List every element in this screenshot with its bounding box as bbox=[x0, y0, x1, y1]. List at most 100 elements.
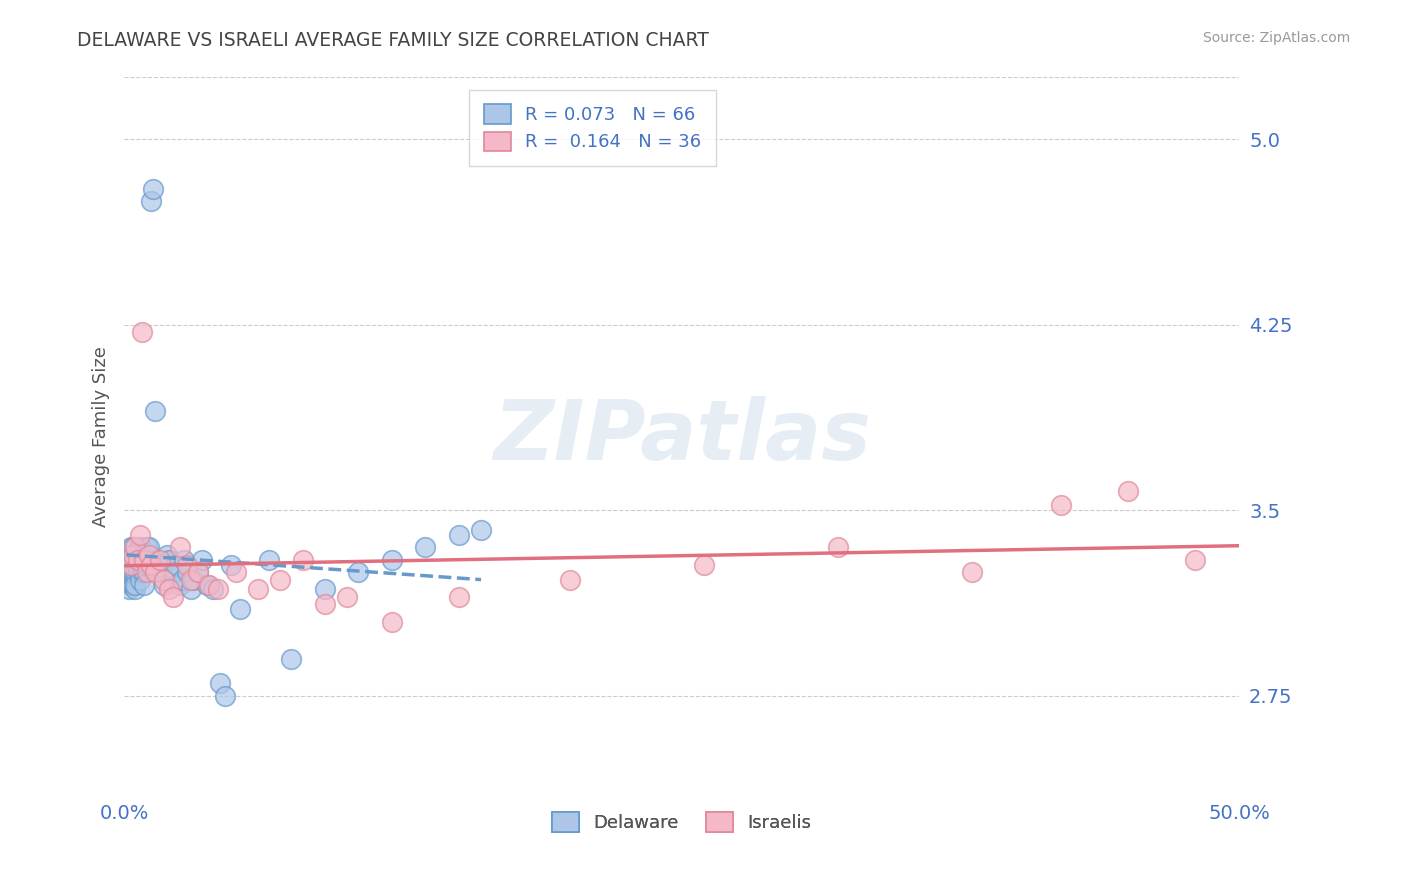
Point bbox=[413, 541, 436, 555]
Point bbox=[257, 553, 280, 567]
Point bbox=[291, 553, 314, 567]
Point bbox=[180, 573, 202, 587]
Point bbox=[198, 577, 221, 591]
Point bbox=[214, 689, 236, 703]
Point bbox=[124, 582, 146, 597]
Point bbox=[120, 541, 142, 555]
Point bbox=[187, 565, 209, 579]
Point bbox=[347, 565, 370, 579]
Point bbox=[202, 582, 225, 597]
Point bbox=[122, 577, 145, 591]
Point bbox=[120, 558, 142, 572]
Point bbox=[280, 651, 302, 665]
Legend: Delaware, Israelis: Delaware, Israelis bbox=[544, 805, 818, 839]
Point bbox=[560, 573, 582, 587]
Point bbox=[131, 553, 153, 567]
Point bbox=[225, 565, 247, 579]
Point bbox=[162, 590, 184, 604]
Point bbox=[118, 582, 141, 597]
Point bbox=[139, 558, 162, 572]
Point bbox=[150, 565, 173, 579]
Point bbox=[127, 565, 149, 579]
Point bbox=[139, 194, 162, 208]
Point bbox=[381, 615, 404, 629]
Point bbox=[146, 553, 169, 567]
Point bbox=[124, 565, 146, 579]
Point bbox=[157, 553, 180, 567]
Text: ZIPatlas: ZIPatlas bbox=[494, 395, 870, 476]
Point bbox=[447, 590, 470, 604]
Point bbox=[134, 565, 156, 579]
Point bbox=[183, 573, 205, 587]
Point bbox=[187, 565, 209, 579]
Point bbox=[1050, 499, 1073, 513]
Point bbox=[169, 577, 191, 591]
Point bbox=[135, 565, 157, 579]
Point bbox=[693, 558, 716, 572]
Point bbox=[122, 541, 145, 555]
Point bbox=[138, 548, 160, 562]
Point bbox=[173, 553, 195, 567]
Point bbox=[127, 548, 149, 562]
Point bbox=[128, 573, 150, 587]
Point bbox=[827, 541, 849, 555]
Point bbox=[209, 676, 232, 690]
Point bbox=[131, 548, 153, 562]
Y-axis label: Average Family Size: Average Family Size bbox=[93, 346, 110, 526]
Point bbox=[134, 558, 156, 572]
Point bbox=[176, 558, 198, 572]
Point bbox=[127, 553, 149, 567]
Point bbox=[145, 565, 167, 579]
Point bbox=[122, 548, 145, 562]
Point bbox=[115, 553, 138, 567]
Point bbox=[165, 558, 187, 572]
Point bbox=[135, 558, 157, 572]
Point bbox=[157, 582, 180, 597]
Point bbox=[138, 553, 160, 567]
Point bbox=[247, 582, 270, 597]
Point bbox=[124, 573, 146, 587]
Point bbox=[131, 325, 153, 339]
Point bbox=[172, 573, 194, 587]
Point bbox=[447, 528, 470, 542]
Point bbox=[127, 558, 149, 572]
Point bbox=[219, 558, 242, 572]
Point bbox=[229, 602, 252, 616]
Text: Source: ZipAtlas.com: Source: ZipAtlas.com bbox=[1202, 31, 1350, 45]
Point bbox=[381, 553, 404, 567]
Point bbox=[149, 553, 172, 567]
Point bbox=[336, 590, 359, 604]
Point bbox=[142, 182, 165, 196]
Point bbox=[176, 565, 198, 579]
Point bbox=[135, 541, 157, 555]
Point bbox=[169, 541, 191, 555]
Point bbox=[122, 548, 145, 562]
Point bbox=[1184, 553, 1206, 567]
Point bbox=[145, 404, 167, 418]
Text: DELAWARE VS ISRAELI AVERAGE FAMILY SIZE CORRELATION CHART: DELAWARE VS ISRAELI AVERAGE FAMILY SIZE … bbox=[77, 31, 709, 50]
Point bbox=[162, 565, 184, 579]
Point bbox=[118, 565, 141, 579]
Point bbox=[180, 582, 202, 597]
Point bbox=[120, 558, 142, 572]
Point bbox=[128, 541, 150, 555]
Point bbox=[124, 577, 146, 591]
Point bbox=[124, 541, 146, 555]
Point bbox=[124, 553, 146, 567]
Point bbox=[138, 541, 160, 555]
Point bbox=[1116, 483, 1139, 498]
Point bbox=[135, 553, 157, 567]
Point bbox=[120, 577, 142, 591]
Point bbox=[314, 582, 336, 597]
Point bbox=[134, 548, 156, 562]
Point bbox=[314, 597, 336, 611]
Point bbox=[153, 573, 176, 587]
Point bbox=[124, 553, 146, 567]
Point bbox=[191, 553, 214, 567]
Point bbox=[128, 553, 150, 567]
Point bbox=[960, 565, 983, 579]
Point bbox=[269, 573, 291, 587]
Point bbox=[122, 565, 145, 579]
Point bbox=[128, 528, 150, 542]
Point bbox=[131, 565, 153, 579]
